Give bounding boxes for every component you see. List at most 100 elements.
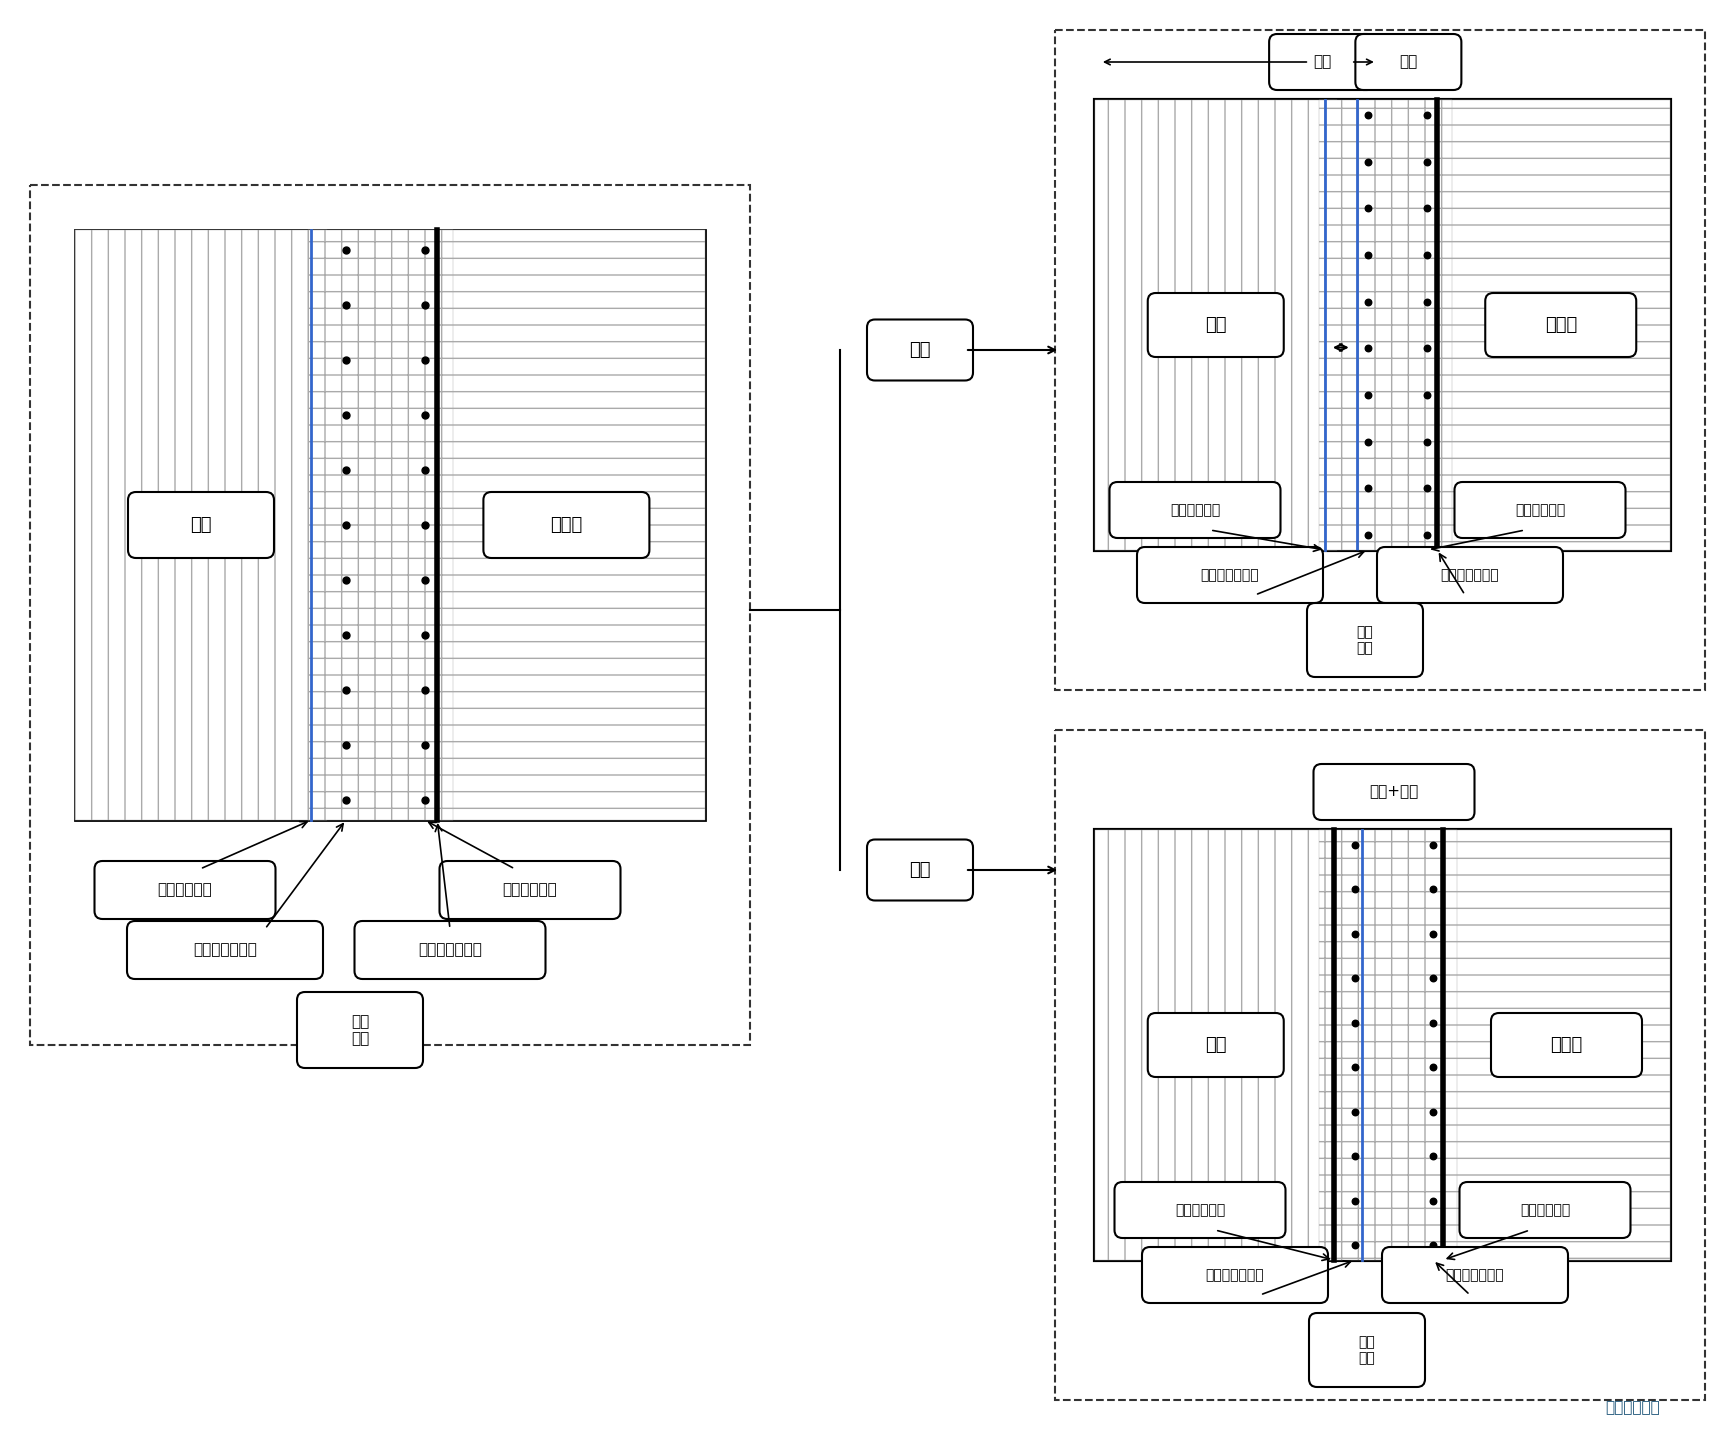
- Point: [1413, 523, 1440, 546]
- FancyBboxPatch shape: [1147, 293, 1283, 356]
- Point: [1354, 151, 1382, 174]
- Text: 合作方绝对边界: 合作方绝对边界: [1440, 568, 1499, 582]
- FancyBboxPatch shape: [355, 921, 545, 979]
- Point: [1413, 197, 1440, 220]
- Point: [333, 513, 361, 536]
- FancyBboxPatch shape: [440, 861, 621, 920]
- Bar: [1056, 30, 1704, 690]
- Point: [1420, 1012, 1447, 1035]
- Text: 企业: 企业: [190, 516, 212, 535]
- Point: [1340, 1145, 1368, 1168]
- Point: [1354, 523, 1382, 546]
- Text: 企业相对边界: 企业相对边界: [502, 882, 557, 898]
- Point: [1340, 1012, 1368, 1035]
- Text: 合作方相对边界: 合作方相对边界: [193, 943, 257, 957]
- Point: [411, 624, 438, 647]
- Point: [411, 733, 438, 756]
- FancyBboxPatch shape: [1147, 1013, 1283, 1076]
- Point: [411, 349, 438, 372]
- FancyBboxPatch shape: [1454, 481, 1625, 537]
- Point: [1340, 1101, 1368, 1124]
- Text: 企业绝对边界: 企业绝对边界: [1170, 503, 1220, 517]
- Bar: [1095, 831, 1670, 1260]
- Point: [333, 404, 361, 427]
- Point: [1420, 1056, 1447, 1079]
- Text: 融合
地带: 融合 地带: [350, 1013, 369, 1046]
- Point: [1420, 923, 1447, 946]
- Point: [333, 569, 361, 592]
- Point: [1354, 197, 1382, 220]
- Point: [411, 789, 438, 812]
- Text: 合作方相对边界: 合作方相对边界: [1201, 568, 1259, 582]
- FancyBboxPatch shape: [1459, 1183, 1630, 1239]
- Point: [411, 458, 438, 481]
- FancyBboxPatch shape: [1382, 1247, 1568, 1303]
- Point: [333, 678, 361, 701]
- Point: [1354, 290, 1382, 313]
- FancyBboxPatch shape: [1270, 34, 1375, 91]
- Point: [333, 458, 361, 481]
- Point: [1340, 1056, 1368, 1079]
- FancyBboxPatch shape: [868, 319, 973, 381]
- FancyBboxPatch shape: [868, 839, 973, 901]
- FancyBboxPatch shape: [1308, 604, 1423, 677]
- Point: [1413, 243, 1440, 266]
- Text: 合作方: 合作方: [550, 516, 583, 535]
- Point: [1340, 878, 1368, 901]
- Text: 合作方: 合作方: [1544, 316, 1577, 333]
- Text: 企业: 企业: [1206, 316, 1226, 333]
- FancyBboxPatch shape: [297, 992, 423, 1068]
- Bar: [1320, 831, 1458, 1260]
- FancyBboxPatch shape: [1490, 1013, 1642, 1076]
- FancyBboxPatch shape: [1485, 293, 1637, 356]
- Point: [1340, 1233, 1368, 1256]
- Point: [411, 239, 438, 262]
- Point: [1354, 336, 1382, 359]
- Point: [411, 513, 438, 536]
- Point: [333, 733, 361, 756]
- Bar: [74, 230, 706, 821]
- Point: [1413, 477, 1440, 500]
- FancyBboxPatch shape: [1142, 1247, 1328, 1303]
- Point: [1354, 384, 1382, 407]
- Point: [1420, 1188, 1447, 1211]
- Text: 融合
地带: 融合 地带: [1359, 1335, 1375, 1365]
- Bar: [435, 230, 706, 821]
- Text: 合作方相对边界: 合作方相对边界: [1206, 1267, 1264, 1282]
- Point: [411, 678, 438, 701]
- FancyBboxPatch shape: [128, 921, 323, 979]
- Text: 市场: 市场: [1399, 55, 1418, 69]
- Point: [1354, 103, 1382, 126]
- Point: [1413, 103, 1440, 126]
- Bar: [1056, 730, 1704, 1400]
- Bar: [1320, 101, 1451, 550]
- Point: [1413, 290, 1440, 313]
- FancyBboxPatch shape: [1377, 547, 1563, 604]
- Point: [333, 293, 361, 316]
- Bar: [1095, 101, 1337, 550]
- FancyBboxPatch shape: [1313, 764, 1475, 821]
- Bar: [1095, 831, 1337, 1260]
- Text: 协同: 协同: [909, 861, 932, 879]
- FancyBboxPatch shape: [1114, 1183, 1285, 1239]
- Point: [1420, 878, 1447, 901]
- Point: [1413, 336, 1440, 359]
- FancyBboxPatch shape: [95, 861, 276, 920]
- Point: [1420, 1233, 1447, 1256]
- Point: [1354, 477, 1382, 500]
- FancyBboxPatch shape: [128, 491, 274, 558]
- Point: [1413, 384, 1440, 407]
- Point: [411, 293, 438, 316]
- Point: [1354, 243, 1382, 266]
- Point: [1413, 151, 1440, 174]
- Bar: [29, 185, 750, 1045]
- Text: 企业绝对边界: 企业绝对边界: [1175, 1203, 1225, 1217]
- Text: 科层+市场: 科层+市场: [1370, 785, 1418, 799]
- Text: 科层: 科层: [1313, 55, 1332, 69]
- Point: [333, 239, 361, 262]
- Bar: [74, 230, 328, 821]
- Point: [1340, 967, 1368, 990]
- FancyBboxPatch shape: [1137, 547, 1323, 604]
- Point: [1420, 1145, 1447, 1168]
- Text: 融合
地带: 融合 地带: [1356, 625, 1373, 655]
